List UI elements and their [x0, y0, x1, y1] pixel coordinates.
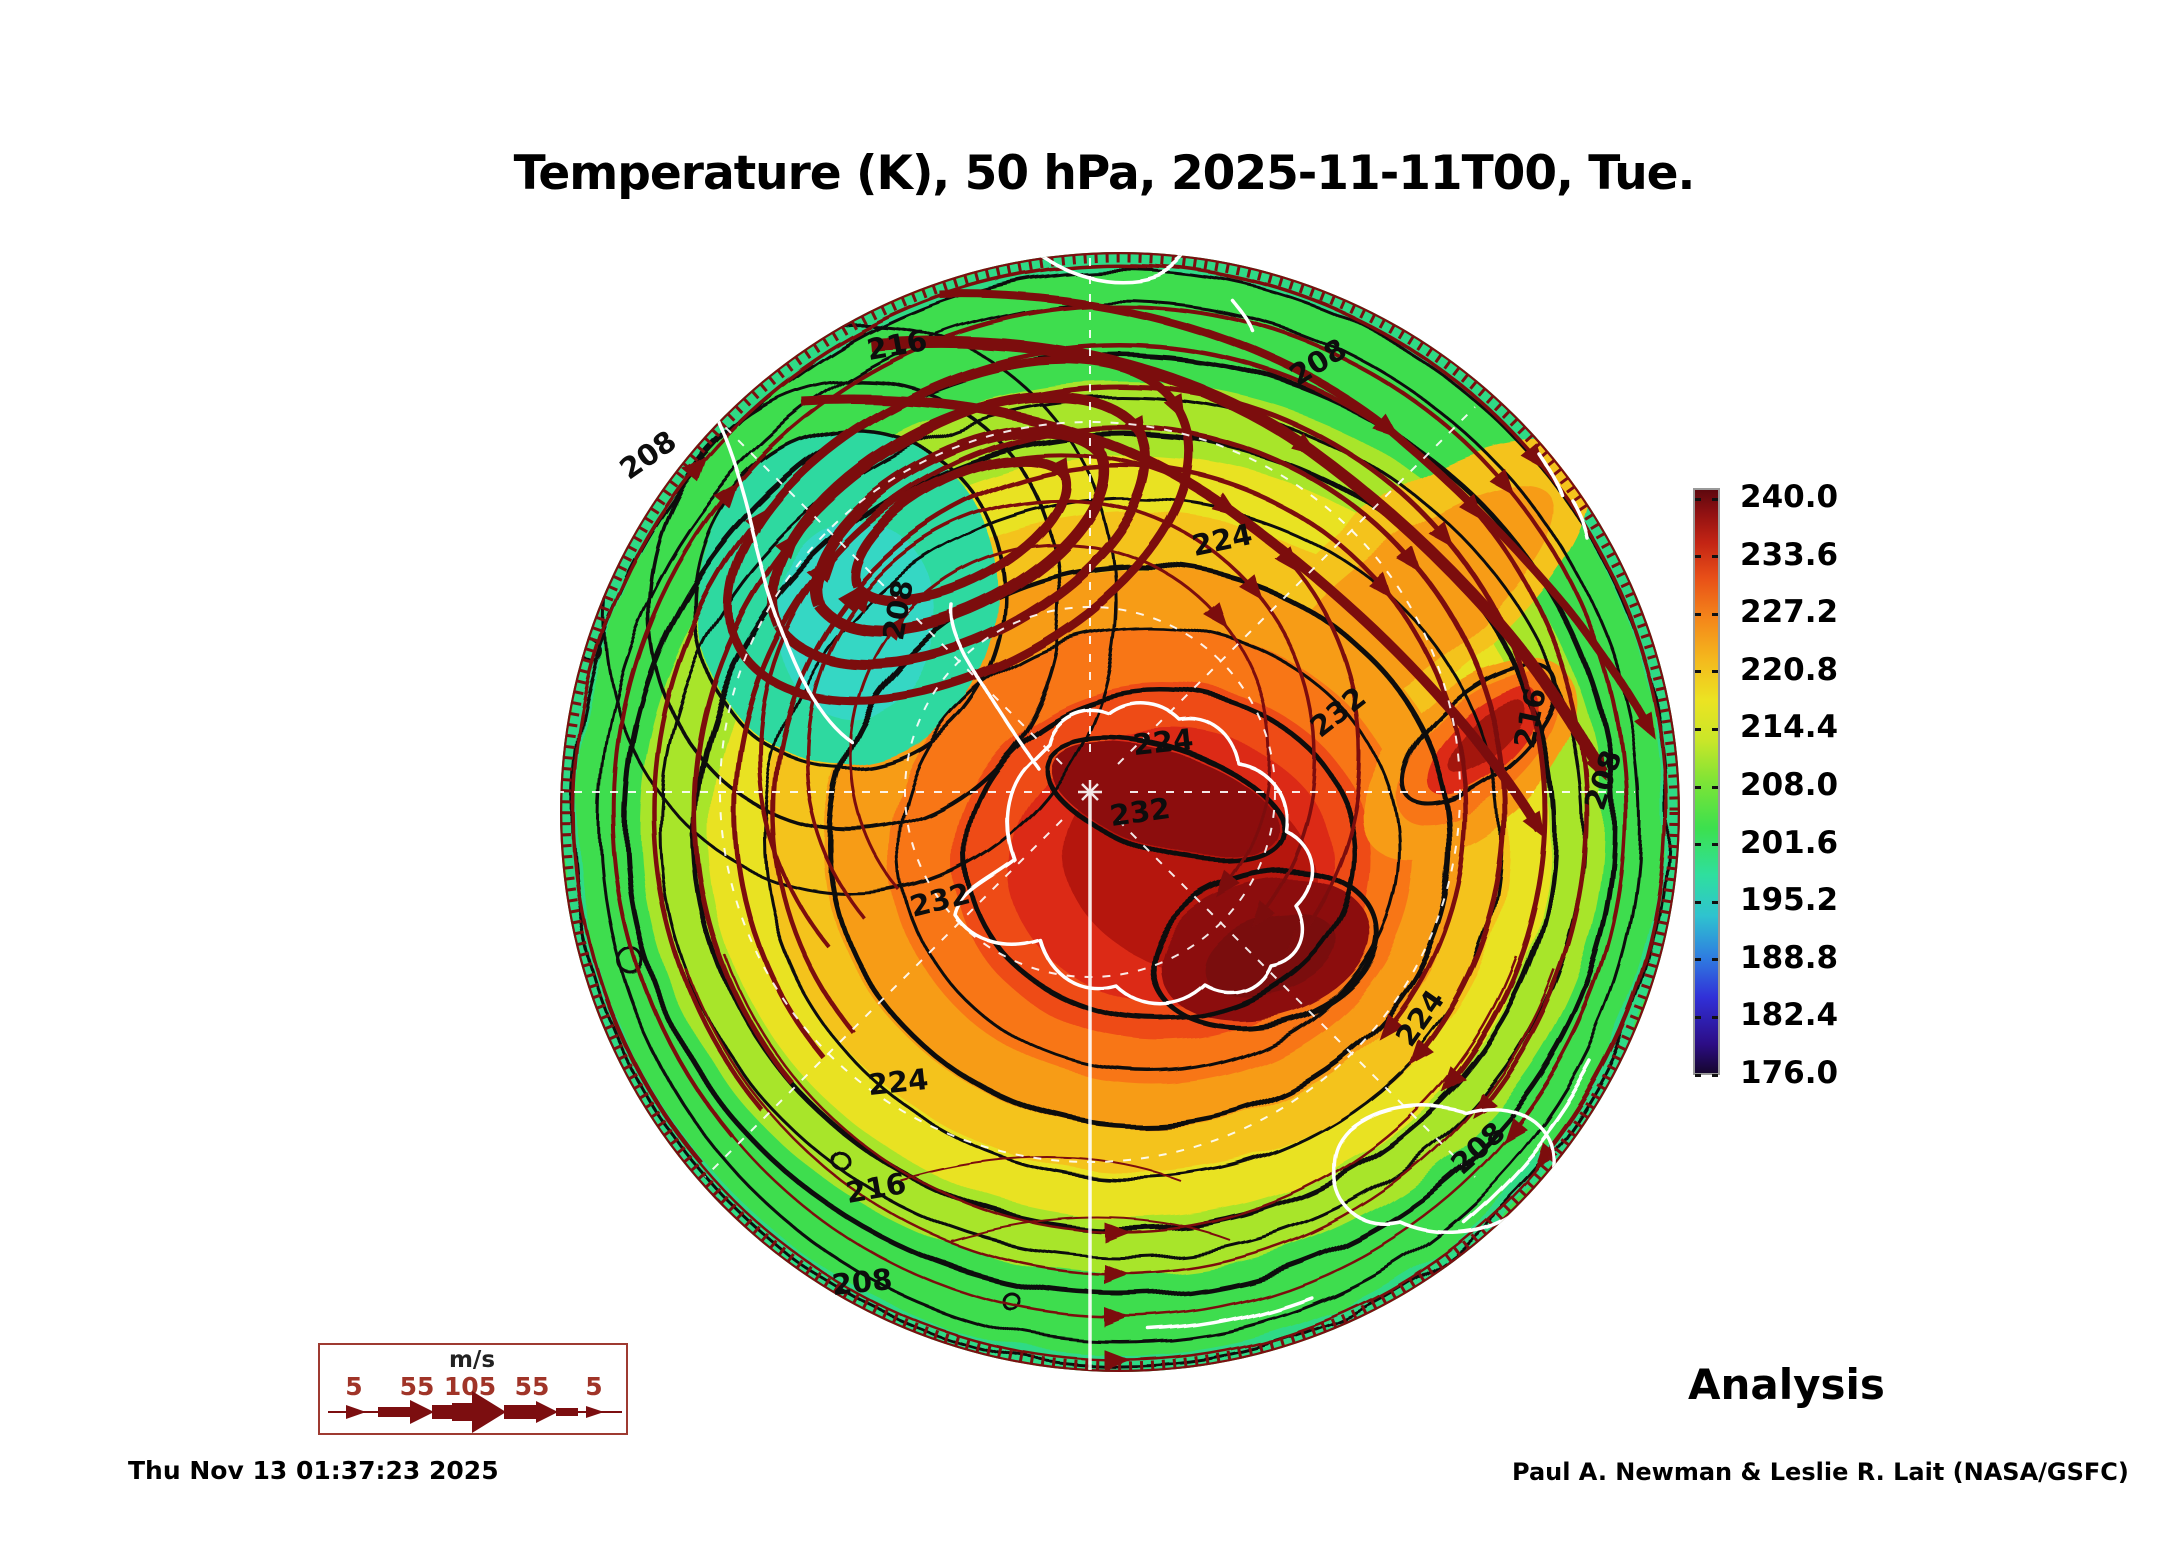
wind-unit-label: m/s: [448, 1347, 496, 1373]
wind-speed-value: 55: [514, 1372, 550, 1401]
colorbar-tick: [1712, 843, 1718, 847]
pole-marker: [1078, 780, 1102, 804]
colorbar-tick: [1695, 785, 1701, 789]
colorbar-tick: [1695, 727, 1701, 731]
contour-label: 224: [866, 1061, 930, 1103]
colorbar-tick: [1712, 958, 1718, 962]
colorbar-tick: [1712, 727, 1718, 731]
wind-speed-value: 5: [345, 1372, 363, 1401]
colorbar-tick-label: 201.6: [1740, 824, 1839, 861]
colorbar-tick-label: 240.0: [1740, 479, 1839, 515]
page-title: Temperature (K), 50 hPa, 2025-11-11T00, …: [513, 146, 1696, 201]
credit: Paul A. Newman & Leslie R. Lait (NASA/GS…: [1512, 1458, 2129, 1486]
wind-speed-legend: m/s 5 55 105 55 5: [318, 1343, 628, 1435]
wind-streamlines: [571, 263, 1669, 1370]
timestamp: Thu Nov 13 01:37:23 2025: [128, 1456, 499, 1485]
colorbar-tick-label: 220.8: [1740, 651, 1839, 688]
wind-speed-value: 5: [585, 1372, 603, 1401]
colorbar-tick-label: 208.0: [1740, 767, 1839, 803]
wind-speed-values: 5 55 105 55 5: [320, 1372, 626, 1401]
colorbar-tick: [1695, 497, 1701, 501]
colorbar-tick: [1712, 1073, 1718, 1077]
colorbar-tick: [1712, 670, 1718, 674]
colorbar-tick-label: 233.6: [1740, 536, 1839, 573]
colorbar-tick: [1712, 555, 1718, 559]
colorbar-tick: [1695, 670, 1701, 674]
graticule: [560, 252, 1635, 1370]
colorbar-tick: [1712, 1015, 1718, 1019]
wind-speed-value: 55: [399, 1372, 435, 1401]
colorbar-tick-label: 227.2: [1740, 594, 1839, 631]
colorbar-tick-label: 214.4: [1740, 709, 1839, 746]
colorbar-tick: [1695, 958, 1701, 962]
wind-speed-value: 105: [443, 1372, 497, 1401]
colorbar-tick: [1712, 497, 1718, 501]
colorbar-tick-label: 182.4: [1740, 997, 1839, 1034]
analysis-label: Analysis: [1688, 1360, 1885, 1409]
colorbar-tick: [1712, 785, 1718, 789]
colorbar-tick-label: 176.0: [1740, 1055, 1839, 1091]
colorbar-tick: [1695, 1015, 1701, 1019]
contour-label: 224: [1131, 721, 1195, 763]
colorbar-tick: [1712, 900, 1718, 904]
colorbar: [1693, 488, 1720, 1077]
coastlines: [698, 253, 1594, 1332]
colorbar-labels: 240.0 233.6 227.2 220.8 214.4 208.0 201.6 195.2…: [1740, 479, 1870, 1091]
colorbar-tick: [1695, 555, 1701, 559]
colorbar-tick: [1695, 1073, 1701, 1077]
colorbar-tick: [1695, 843, 1701, 847]
colorbar-tick: [1695, 612, 1701, 616]
colorbar-tick: [1695, 900, 1701, 904]
colorbar-tick: [1712, 612, 1718, 616]
wind-speed-glyph: [328, 1391, 622, 1433]
colorbar-tick-label: 195.2: [1740, 882, 1839, 919]
rim-hatching: [560, 252, 1680, 1372]
contour-label: 208: [830, 1261, 894, 1303]
colorbar-tick-label: 188.8: [1740, 939, 1839, 976]
